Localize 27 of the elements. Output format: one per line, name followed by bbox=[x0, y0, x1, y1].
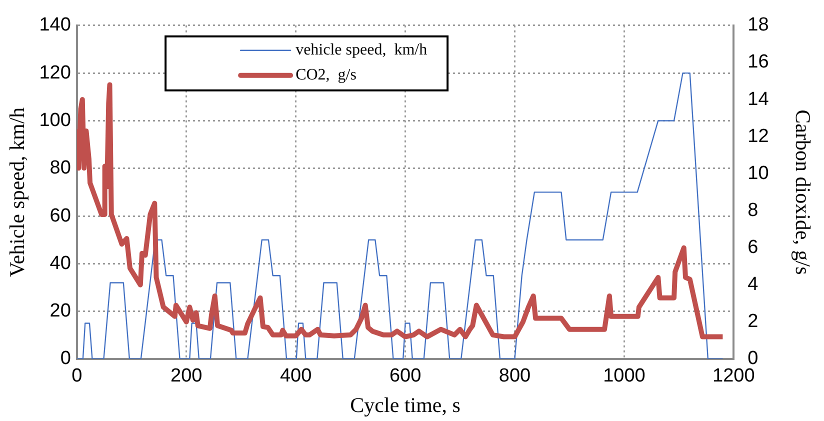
x-tick-label: 200 bbox=[170, 366, 202, 387]
y2-tick-label: 16 bbox=[748, 52, 769, 73]
y-tick-label: 120 bbox=[39, 62, 71, 84]
legend-label: vehicle speed, km/h bbox=[296, 42, 428, 59]
y2-tick-label: 14 bbox=[748, 88, 770, 110]
x-tick-label: 1000 bbox=[603, 366, 646, 387]
y-tick-label: 140 bbox=[39, 14, 71, 36]
y2-tick-label: 4 bbox=[748, 274, 759, 296]
y-axis-title: Vehicle speed, km/h bbox=[5, 106, 30, 278]
y2-tick-label: 18 bbox=[748, 14, 769, 36]
y-tick-label: 40 bbox=[50, 252, 71, 274]
y2-axis-title: Carbon dioxide, g/s bbox=[790, 110, 815, 275]
y-tick-label: 0 bbox=[60, 348, 71, 370]
x-axis-title: Cycle time, s bbox=[350, 392, 460, 417]
y-tick-label: 100 bbox=[39, 110, 71, 131]
y-tick-label: 20 bbox=[50, 300, 71, 322]
y-tick-label: 80 bbox=[50, 158, 71, 179]
legend-label: CO2, g/s bbox=[296, 66, 356, 84]
x-tick-label: 400 bbox=[280, 366, 312, 387]
y2-tick-label: 2 bbox=[748, 311, 758, 332]
x-tick-label: 600 bbox=[389, 366, 422, 387]
y2-tick-label: 8 bbox=[748, 200, 758, 221]
y2-tick-label: 10 bbox=[748, 162, 769, 184]
y2-tick-label: 12 bbox=[748, 126, 769, 147]
x-tick-label: 800 bbox=[498, 366, 531, 387]
y2-tick-label: 6 bbox=[748, 237, 758, 258]
y-tick-label: 60 bbox=[50, 205, 71, 226]
